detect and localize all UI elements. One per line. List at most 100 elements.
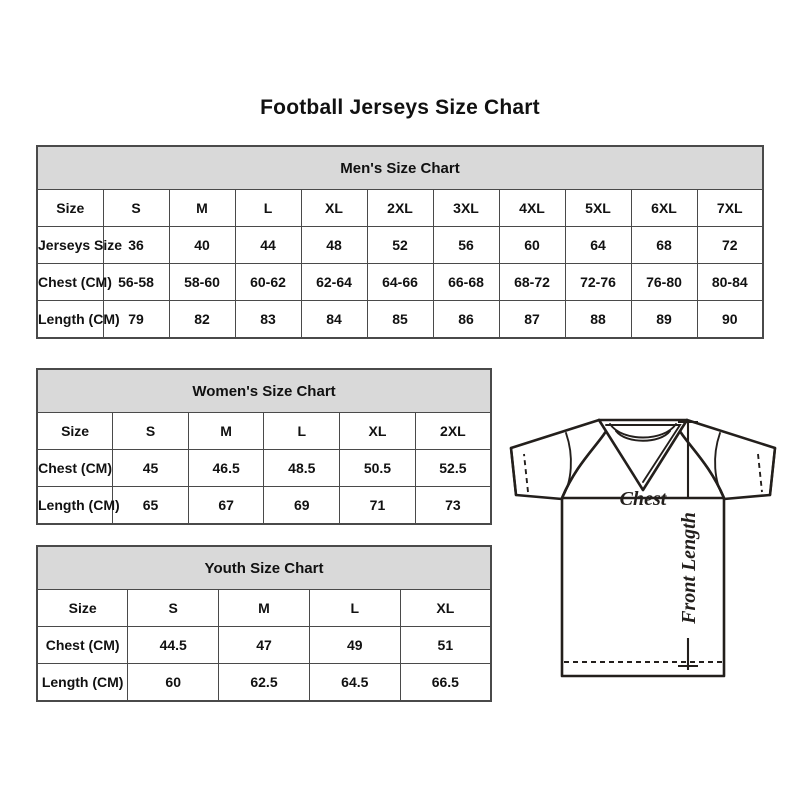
table-cell: 90: [696, 300, 764, 339]
table-row: Size S M L XL: [36, 589, 492, 627]
table-cell: M: [187, 412, 265, 450]
front-length-measure-label: Front Length: [678, 512, 700, 625]
table-cell: 68-72: [498, 263, 566, 301]
table-cell: 40: [168, 226, 236, 264]
jersey-collar-curve-outer: [609, 423, 677, 439]
table-cell: 76-80: [630, 263, 698, 301]
table-cell: 44.5: [127, 626, 220, 664]
mens-table-body: Men's Size Chart Size S M L XL 2XL 3XL 4…: [36, 145, 764, 339]
row-label: Chest (CM): [36, 626, 129, 664]
table-cell: L: [263, 412, 341, 450]
table-cell: 60: [127, 663, 220, 702]
table-cell: 62.5: [218, 663, 310, 702]
table-cell: 64-66: [366, 263, 434, 301]
jersey-left-armhole-seam: [561, 432, 572, 499]
jersey-icon: Chest Front Length: [509, 418, 777, 678]
jersey-right-armhole-seam: [714, 432, 725, 499]
table-cell: 50.5: [339, 449, 416, 487]
table-cell: 86: [432, 300, 500, 339]
table-row: Chest (CM) 56-58 58-60 60-62 62-64 64-66…: [36, 263, 764, 301]
table-cell: S: [112, 412, 189, 450]
table-cell: L: [234, 189, 302, 227]
row-label: Length (CM): [36, 300, 120, 339]
table-cell: 66-68: [432, 263, 500, 301]
youth-table-caption: Youth Size Chart: [36, 545, 492, 590]
table-cell: 51: [399, 626, 492, 664]
table-cell: 83: [234, 300, 302, 339]
table-cell: 80-84: [696, 263, 764, 301]
table-cell: 88: [564, 300, 632, 339]
table-cell: 72-76: [564, 263, 632, 301]
table-cell: XL: [300, 189, 368, 227]
youth-table-body: Youth Size Chart Size S M L XL Chest (CM…: [36, 545, 492, 702]
table-cell: M: [218, 589, 310, 627]
table-row: Size S M L XL 2XL 3XL 4XL 5XL 6XL 7XL: [36, 189, 764, 227]
table-cell: 48.5: [263, 449, 341, 487]
table-cell: 71: [339, 486, 416, 525]
mens-table-caption: Men's Size Chart: [36, 145, 764, 190]
table-cell: XL: [339, 412, 416, 450]
table-cell: 62-64: [300, 263, 368, 301]
table-cell: 69: [263, 486, 341, 525]
table-cell: 3XL: [432, 189, 500, 227]
row-label: Length (CM): [36, 486, 120, 525]
table-cell: 73: [414, 486, 492, 525]
table-cell: 85: [366, 300, 434, 339]
table-cell: 52.5: [414, 449, 492, 487]
table-row: Jerseys Size 36 40 44 48 52 56 60 64 68 …: [36, 226, 764, 264]
table-row: Chest (CM) 44.5 47 49 51: [36, 626, 492, 664]
table-cell: 36: [102, 226, 170, 264]
table-row: Length (CM) 79 82 83 84 85 86 87 88 89 9…: [36, 300, 764, 339]
row-label: Chest (CM): [36, 449, 114, 487]
table-cell: 56-58: [102, 263, 170, 301]
table-cell: 47: [218, 626, 310, 664]
row-label: Size: [36, 189, 104, 227]
table-cell: 82: [168, 300, 236, 339]
row-label: Jerseys Size: [36, 226, 122, 264]
row-label: Size: [36, 589, 129, 627]
table-cell: L: [308, 589, 401, 627]
table-row: Length (CM) 60 62.5 64.5 66.5: [36, 663, 492, 702]
table-cell: 58-60: [168, 263, 236, 301]
table-cell: 72: [696, 226, 764, 264]
table-cell: S: [102, 189, 170, 227]
table-cell: 65: [112, 486, 189, 525]
table-cell: 68: [630, 226, 698, 264]
jersey-right-cuff-edge: [768, 446, 777, 497]
mens-size-chart-table: Men's Size Chart Size S M L XL 2XL 3XL 4…: [36, 145, 764, 339]
table-cell: 87: [498, 300, 566, 339]
youth-table-caption-row: Youth Size Chart: [36, 545, 492, 590]
table-cell: M: [168, 189, 236, 227]
table-cell: 5XL: [564, 189, 632, 227]
table-cell: 66.5: [399, 663, 492, 702]
womens-table-caption-row: Women's Size Chart: [36, 368, 492, 413]
jersey-right-sleeve: [674, 418, 777, 501]
table-row: Chest (CM) 45 46.5 48.5 50.5 52.5: [36, 449, 492, 487]
jersey-v-neck-outer: [597, 418, 689, 492]
table-cell: 52: [366, 226, 434, 264]
table-row: Length (CM) 65 67 69 71 73: [36, 486, 492, 525]
table-cell: 84: [300, 300, 368, 339]
table-cell: 2XL: [366, 189, 434, 227]
table-cell: 46.5: [187, 449, 265, 487]
row-label: Size: [36, 412, 114, 450]
jersey-measurement-diagram: Chest Front Length: [498, 398, 788, 698]
table-cell: XL: [399, 589, 492, 627]
table-cell: 7XL: [696, 189, 764, 227]
table-cell: 67: [187, 486, 265, 525]
table-cell: 60-62: [234, 263, 302, 301]
womens-table-caption: Women's Size Chart: [36, 368, 492, 413]
jersey-left-cuff-stitch: [523, 453, 529, 493]
jersey-right-cuff-stitch: [757, 453, 763, 493]
table-cell: 49: [308, 626, 401, 664]
table-cell: 89: [630, 300, 698, 339]
jersey-v-neck-band: [605, 424, 682, 483]
table-cell: 64.5: [308, 663, 401, 702]
youth-size-chart-table: Youth Size Chart Size S M L XL Chest (CM…: [36, 545, 492, 702]
jersey-torso-shape: [560, 496, 726, 678]
womens-table-body: Women's Size Chart Size S M L XL 2XL Che…: [36, 368, 492, 525]
table-row: Size S M L XL 2XL: [36, 412, 492, 450]
jersey-collar-curve-inner: [615, 430, 671, 442]
table-cell: 64: [564, 226, 632, 264]
